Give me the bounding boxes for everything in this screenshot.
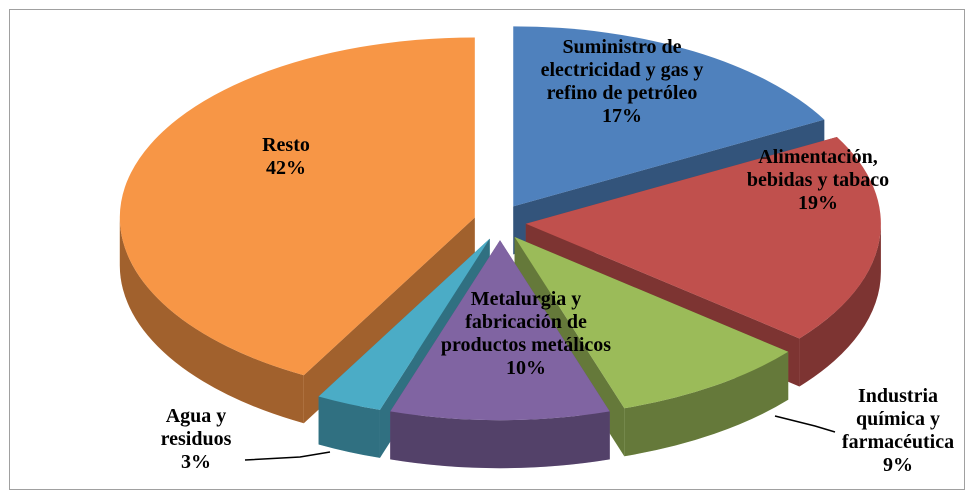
category-label: Industria química y farmacéutica bbox=[841, 385, 955, 453]
slice-side bbox=[119, 217, 304, 424]
slice bbox=[390, 240, 610, 421]
slice-label: Metalurgia y fabricación de productos me… bbox=[431, 288, 621, 380]
category-label: Alimentación, bebidas y tabaco bbox=[746, 146, 890, 191]
slice bbox=[525, 136, 881, 339]
slice-side bbox=[390, 411, 610, 469]
slice-side bbox=[624, 351, 789, 457]
value-label: 3% bbox=[181, 451, 211, 473]
slice bbox=[318, 238, 490, 410]
category-label: Resto bbox=[262, 134, 310, 156]
category-label: Suministro de electricidad y gas y refin… bbox=[540, 36, 704, 104]
leader-line bbox=[774, 415, 836, 433]
slice-side-shade bbox=[119, 217, 304, 424]
slice bbox=[119, 37, 475, 376]
slice-label: Suministro de electricidad y gas y refin… bbox=[535, 36, 710, 128]
slice-side bbox=[318, 396, 380, 458]
slice-label: Industria química y farmacéutica 9% bbox=[823, 385, 973, 477]
value-label: 42% bbox=[266, 157, 306, 179]
leader-line bbox=[244, 451, 331, 461]
category-label: Metalurgia y fabricación de productos me… bbox=[440, 288, 612, 356]
slice-side-shade bbox=[390, 411, 610, 469]
slice-side-shade bbox=[624, 351, 789, 457]
value-label: 10% bbox=[506, 357, 546, 379]
category-label: Agua y residuos bbox=[160, 405, 232, 450]
slice-label: Alimentación, bebidas y tabaco 19% bbox=[743, 146, 893, 215]
slice-side-shade bbox=[318, 396, 380, 458]
value-label: 19% bbox=[798, 192, 838, 214]
slice-side-shade bbox=[799, 223, 881, 387]
value-label: 17% bbox=[602, 105, 642, 127]
slice bbox=[513, 26, 825, 207]
slice-label: Resto 42% bbox=[236, 134, 336, 180]
slice-side bbox=[799, 223, 881, 387]
slice-label: Agua y residuos 3% bbox=[141, 405, 251, 474]
slices bbox=[119, 26, 881, 469]
slice bbox=[514, 237, 789, 409]
value-label: 9% bbox=[883, 454, 913, 476]
